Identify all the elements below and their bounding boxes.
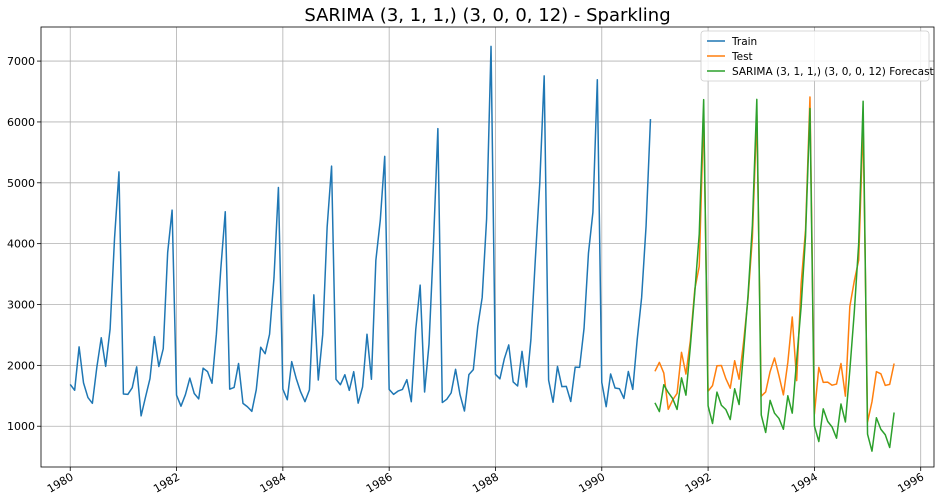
series-line-0 bbox=[69, 45, 652, 417]
grid bbox=[41, 27, 934, 467]
chart-title: SARIMA (3, 1, 1,) (3, 0, 0, 12) - Sparkl… bbox=[304, 5, 670, 26]
x-tick-label: 1992 bbox=[683, 470, 714, 495]
legend: Train Test SARIMA (3, 1, 1,) (3, 0, 0, 12)… bbox=[700, 30, 934, 82]
x-tick-label: 1996 bbox=[895, 470, 926, 495]
x-tick-label: 1980 bbox=[45, 470, 76, 495]
x-tick-label: 1988 bbox=[470, 470, 501, 495]
x-tick-label: 1994 bbox=[789, 470, 820, 495]
y-tick-label: 3000 bbox=[7, 299, 35, 312]
y-tick-label: 1000 bbox=[7, 420, 35, 433]
x-tick-label: 1982 bbox=[151, 470, 182, 495]
plot-frame bbox=[40, 26, 935, 468]
y-tick-label: 2000 bbox=[7, 359, 35, 372]
legend-label: Test bbox=[731, 51, 753, 63]
series-line-2 bbox=[654, 98, 895, 452]
x-tick-label: 1984 bbox=[258, 470, 289, 495]
y-tick-label: 4000 bbox=[7, 238, 35, 251]
series-lines bbox=[69, 45, 895, 452]
y-tick-label: 6000 bbox=[7, 116, 35, 129]
x-tick-label: 1986 bbox=[364, 470, 395, 495]
legend-box bbox=[700, 30, 930, 82]
axis-ticks: 1980 1982 1984 1986 1988 1990 1992 1994 1996 1000… bbox=[7, 55, 926, 496]
legend-label: SARIMA (3, 1, 1,) (3, 0, 0, 12) Forecast bbox=[732, 66, 934, 78]
legend-label: Train bbox=[731, 36, 757, 48]
y-tick-label: 7000 bbox=[7, 55, 35, 68]
y-tick-label: 5000 bbox=[7, 177, 35, 190]
x-tick-label: 1990 bbox=[577, 470, 608, 495]
